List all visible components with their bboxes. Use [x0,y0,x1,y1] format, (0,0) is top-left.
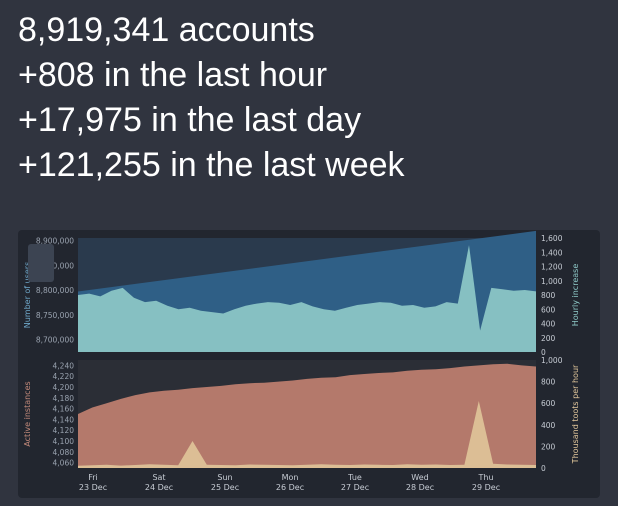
x-tick-date: 28 Dec [406,483,434,492]
x-tick-date: 27 Dec [341,483,369,492]
bottom-y-tick: 4,140 [53,415,75,424]
chart-panel: 8,700,000 8,750,000 8,800,000 8,850,000 8,90… [18,230,600,498]
top-y2-tick: 1,400 [541,248,563,257]
x-tick-date: 25 Dec [211,483,239,492]
x-tick-day: Tue [347,473,362,482]
top-y-tick: 8,750,000 [36,311,74,320]
top-y2-tick: 800 [541,291,556,300]
top-y2-tick: 1,000 [541,277,563,286]
bottom-y2-axis-label: Thousand toots per hour [571,364,580,464]
top-y2-tick: 0 [541,348,546,357]
x-tick-date: 29 Dec [472,483,500,492]
bottom-y-tick: 4,120 [53,426,75,435]
x-tick-day: Wed [411,473,428,482]
bottom-y-tick: 4,080 [53,448,75,457]
day-increase: +17,975 in the last day [18,101,362,139]
top-y-tick: 8,850,000 [36,261,74,270]
bottom-y-tick: 4,060 [53,459,75,468]
x-tick-day: Fri [88,473,98,482]
x-tick-day: Thu [477,473,493,482]
bottom-y2-tick: 200 [541,442,556,451]
top-y2-axis-label: Hourly increase [571,264,580,327]
bottom-y2-tick: 0 [541,464,546,473]
bottom-y2-tick: 600 [541,399,556,408]
bottom-y-tick: 4,240 [53,361,75,370]
bottom-y2-tick: 1,000 [541,356,563,365]
top-y-tick: 8,700,000 [36,336,74,345]
x-tick-date: 23 Dec [79,483,107,492]
toots-area [78,401,536,468]
bottom-y-tick: 4,220 [53,372,75,381]
hourly-increase-area [78,245,536,352]
hour-increase: +808 in the last hour [18,56,328,94]
top-y2-tick: 1,600 [541,234,563,243]
top-y2-tick: 1,200 [541,263,563,272]
top-y2-tick: 400 [541,320,556,329]
x-tick-date: 24 Dec [145,483,173,492]
bottom-y-axis-label: Active instances [23,381,32,446]
bottom-y-tick: 4,100 [53,437,75,446]
top-y-tick: 8,900,000 [36,236,74,245]
x-tick-day: Mon [282,473,299,482]
bottom-y2-tick: 800 [541,378,556,387]
top-y2-tick: 200 [541,334,556,343]
logo-icon [28,244,54,282]
bottom-y-tick: 4,180 [53,394,75,403]
x-tick-day: Sat [152,473,165,482]
top-y-tick: 8,800,000 [36,286,74,295]
bottom-y-tick: 4,160 [53,405,75,414]
charts-svg: 8,700,000 8,750,000 8,800,000 8,850,000 8,90… [23,230,580,492]
x-tick-day: Sun [217,473,232,482]
x-tick-date: 26 Dec [276,483,304,492]
top-y-axis-label: Number of users [23,262,32,329]
top-y2-tick: 600 [541,305,556,314]
week-increase: +121,255 in the last week [18,146,405,184]
bottom-y2-tick: 400 [541,421,556,430]
bottom-y-tick: 4,200 [53,383,75,392]
total-accounts: 8,919,341 accounts [18,11,315,49]
